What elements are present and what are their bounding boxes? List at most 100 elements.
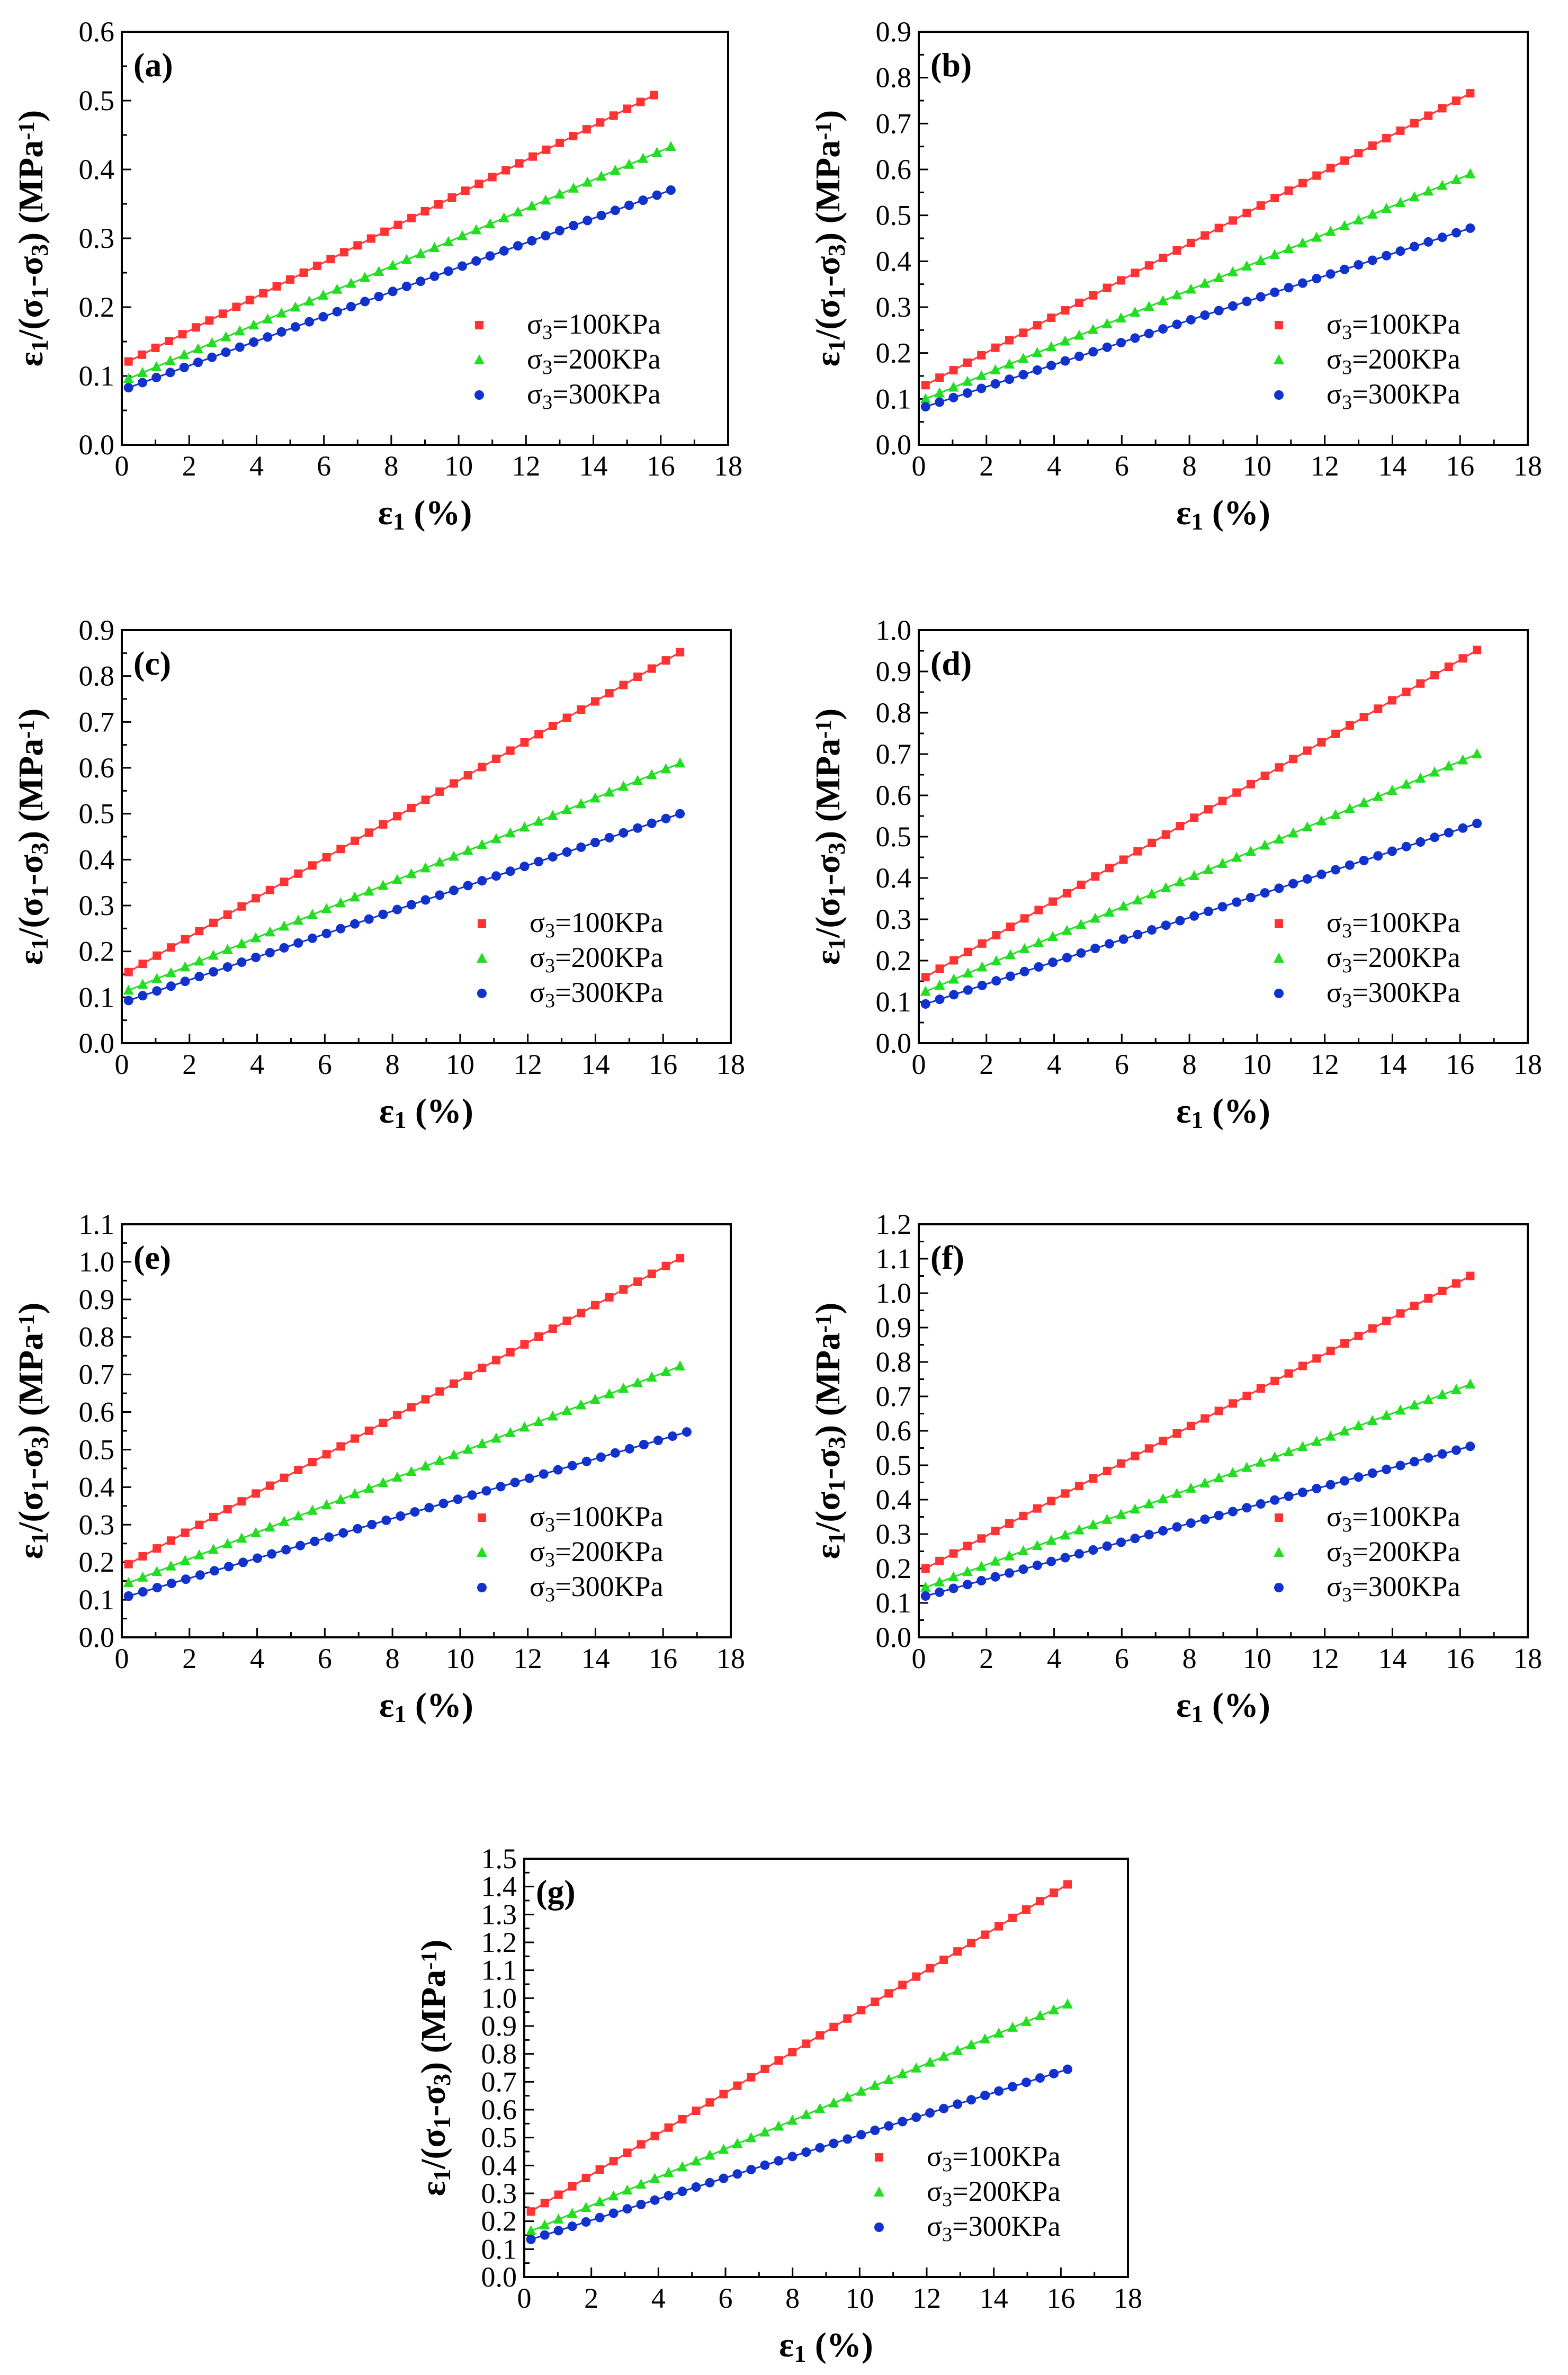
y-tick-label: 0.3 <box>79 1509 115 1540</box>
x-axis-title-part: (%) <box>1203 1686 1270 1725</box>
data-point <box>1331 865 1341 875</box>
data-point <box>948 392 958 402</box>
x-tick-label: 2 <box>182 1048 196 1080</box>
y-tick-label: 1.5 <box>481 1843 517 1875</box>
data-point <box>633 673 642 682</box>
data-point <box>554 188 565 199</box>
x-tick-label: 18 <box>716 1643 745 1674</box>
data-point <box>705 2177 715 2188</box>
data-point <box>248 319 259 330</box>
data-point <box>1452 96 1461 105</box>
data-point <box>977 1534 986 1543</box>
data-point <box>1034 906 1043 915</box>
y-axis-title-part: ) (MPa <box>12 1333 50 1437</box>
data-point <box>307 1504 318 1515</box>
data-point <box>898 2117 908 2127</box>
data-point <box>1060 1553 1070 1563</box>
data-point <box>1116 1509 1127 1519</box>
data-point <box>1297 1487 1307 1498</box>
y-tick-label: 1.0 <box>876 1277 912 1309</box>
data-point <box>193 343 204 354</box>
data-point <box>367 1519 377 1529</box>
data-point <box>1473 646 1482 655</box>
chart-panel: 0 2 4 6 8 10 12 14 16 18 0.0 0.1 0.2 0.3 0.4 0.5 0.6 0.7 0… <box>12 1208 745 1727</box>
data-point <box>581 2217 591 2227</box>
data-point <box>513 241 523 251</box>
y-axis-title: ε1/(σ1-σ3) (MPa-1) <box>414 1940 455 2196</box>
y-axis-title-part: 3 <box>823 843 850 855</box>
data-point <box>1340 1339 1349 1348</box>
data-point <box>505 1427 516 1437</box>
y-tick-label: 0.6 <box>876 1415 912 1447</box>
data-point <box>1103 283 1112 292</box>
data-point <box>265 1481 274 1490</box>
data-point <box>1312 1484 1322 1493</box>
data-point <box>1401 841 1411 852</box>
x-tick-label: 2 <box>979 1048 993 1080</box>
y-axis-title-part: -σ <box>12 256 50 287</box>
x-tick-label: 8 <box>386 1048 400 1080</box>
data-point <box>1228 1507 1238 1517</box>
data-point <box>420 895 431 905</box>
data-point <box>1104 907 1115 917</box>
data-point <box>1302 874 1312 884</box>
legend-marker <box>1275 919 1283 928</box>
y-tick-label: 0.2 <box>481 2206 517 2237</box>
data-point <box>856 2085 867 2096</box>
data-point <box>364 828 373 837</box>
x-tick-label: 18 <box>716 1048 745 1080</box>
data-point <box>576 1399 587 1410</box>
x-tick-label: 10 <box>444 450 473 482</box>
legend-label-main: σ <box>530 942 545 973</box>
data-point <box>618 1383 629 1393</box>
fit-line <box>925 753 1477 992</box>
data-point <box>252 1489 261 1498</box>
data-point <box>526 2234 536 2244</box>
data-point <box>1444 662 1453 671</box>
data-point <box>547 1410 558 1421</box>
data-point <box>435 890 445 900</box>
x-tick-label: 14 <box>581 1048 610 1080</box>
data-point <box>1032 1561 1042 1570</box>
data-point <box>661 656 670 665</box>
data-point <box>421 795 430 804</box>
data-point <box>594 2196 605 2207</box>
y-tick-label: 0.1 <box>876 986 912 1018</box>
data-point <box>963 1541 972 1551</box>
y-tick-label: 0.5 <box>79 1433 115 1465</box>
x-tick-label: 10 <box>1243 1048 1271 1080</box>
y-tick-label: 0.0 <box>876 429 912 461</box>
legend-label-rest: =300KPa <box>1352 976 1460 1008</box>
data-point <box>1373 791 1384 801</box>
legend-label-main: σ <box>1327 308 1342 340</box>
data-point <box>1033 321 1042 330</box>
legend-label-main: σ <box>1327 343 1342 375</box>
data-point <box>624 158 635 169</box>
x-tick-label: 4 <box>250 1048 264 1080</box>
data-point <box>1227 266 1239 276</box>
x-tick-label: 18 <box>1513 1048 1542 1080</box>
data-point <box>515 159 524 168</box>
data-point <box>1200 1414 1209 1423</box>
legend-marker <box>1274 354 1284 364</box>
legend-label-sub: 3 <box>1342 955 1352 977</box>
data-point <box>485 218 496 229</box>
data-point <box>663 2167 674 2177</box>
y-axis-title-part: 1 <box>428 2169 455 2181</box>
x-tick-label: 6 <box>1115 1643 1129 1674</box>
data-point <box>137 1571 148 1582</box>
data-point <box>1275 763 1284 772</box>
data-point <box>935 994 945 1005</box>
data-point <box>1373 851 1383 861</box>
data-point <box>1416 679 1425 688</box>
data-point <box>595 2165 604 2174</box>
data-point <box>1116 1537 1126 1547</box>
y-axis-title-part: 3 <box>823 1437 850 1449</box>
data-point <box>1465 1441 1475 1451</box>
legend-label-sub: 3 <box>542 391 552 414</box>
fit-line <box>128 813 680 1001</box>
data-point <box>540 2199 549 2208</box>
data-point <box>380 227 389 236</box>
data-point <box>1088 1545 1098 1555</box>
data-point <box>463 1372 472 1381</box>
